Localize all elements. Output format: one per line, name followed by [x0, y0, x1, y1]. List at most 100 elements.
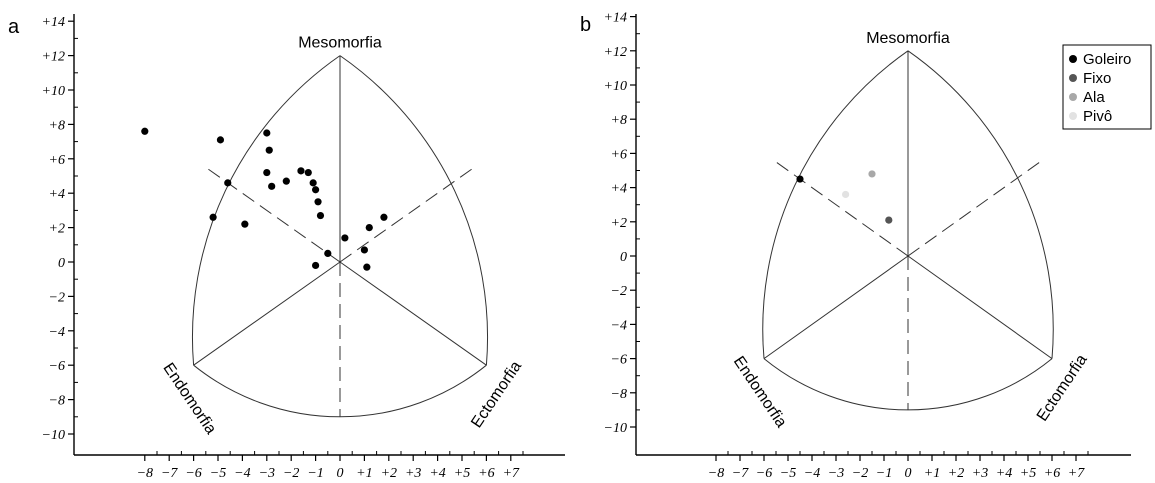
y-tick-label: −10 [604, 421, 627, 436]
data-point [324, 249, 332, 257]
dashed-right [339, 167, 474, 263]
y-tick-label: −8 [611, 387, 627, 402]
legend-swatch [1069, 55, 1077, 63]
arc-right [907, 50, 1054, 359]
x-tick-label: −1 [307, 466, 323, 481]
x-tick-label: +3 [405, 466, 421, 481]
x-tick-label: −8 [137, 466, 153, 481]
x-tick-label: +2 [948, 466, 964, 481]
legend-swatch [1069, 74, 1077, 82]
y-tick-label: −8 [49, 394, 65, 409]
dashed-right [907, 161, 1042, 257]
data-point-fixo [885, 216, 893, 224]
data-point [263, 129, 271, 137]
data-point [304, 168, 312, 177]
data-point-goleiro [796, 175, 804, 183]
spoke-right [907, 255, 1053, 360]
data-point-ala [868, 170, 876, 178]
panel-a: a +14+12+10+8+6+4+20−2−4−6−8−10−8 −7 −6 −5 −4… [8, 14, 565, 481]
x-tick-label: −2 [283, 466, 299, 481]
y-tick-label: +10 [604, 79, 627, 94]
y-tick-label: 0 [620, 250, 627, 265]
x-tick-label: −4 [234, 466, 250, 481]
vertex-label-mesomorfia: Mesomorfia [298, 35, 382, 52]
y-tick-label: −2 [49, 290, 65, 305]
data-point-piv [842, 190, 850, 199]
legend-label-fixo: Fixo [1083, 70, 1111, 87]
panel-letter: a [8, 16, 20, 38]
x-tick-label: −6 [185, 466, 201, 481]
y-tick-label: +14 [42, 15, 65, 30]
data-point [209, 213, 217, 221]
y-tick-label: +14 [604, 11, 627, 26]
x-tick-label: +3 [972, 466, 988, 481]
legend-label-piv: Pivô [1083, 108, 1112, 125]
vertex-label-endomorfia: Endomorfia [159, 360, 219, 437]
y-tick-label: −4 [49, 325, 65, 340]
x-tick-label: −3 [259, 466, 275, 481]
x-tick-label: −6 [756, 466, 772, 481]
x-tick-label: +7 [503, 466, 520, 481]
data-point [216, 136, 225, 144]
x-tick-label: 0 [905, 466, 912, 481]
y-tick-label: +4 [49, 187, 65, 202]
y-tick-label: 0 [58, 256, 65, 271]
x-tick-label: +6 [478, 466, 494, 481]
data-point [312, 186, 320, 194]
vertex-label-endomorfia: Endomorfia [730, 353, 790, 430]
dashed-left [774, 161, 909, 257]
x-tick-label: +5 [454, 466, 470, 481]
data-point [341, 234, 349, 242]
x-tick-label: −8 [708, 466, 724, 481]
x-tick-label: −7 [732, 466, 749, 481]
spoke-right [339, 261, 487, 366]
arc-left [762, 50, 909, 359]
x-tick-label: −1 [876, 466, 892, 481]
y-tick-label: +8 [611, 113, 627, 128]
x-tick-label: +5 [1020, 466, 1036, 481]
data-point [363, 263, 371, 271]
data-point [241, 220, 249, 228]
arc-left [191, 55, 341, 366]
x-tick-label: −5 [780, 466, 796, 481]
x-tick-label: −7 [161, 466, 178, 481]
data-point [265, 146, 273, 154]
vertex-label-ectomorfia: Ectomorfia [468, 358, 525, 431]
x-tick-label: +2 [381, 466, 397, 481]
legend-label-goleiro: Goleiro [1083, 51, 1131, 68]
x-tick-label: −3 [828, 466, 844, 481]
panel-b: b +14+12+10+8+6+4+20−2−4−6−8−10−8 −7 −6 −5 −4… [580, 11, 1152, 481]
y-tick-label: −10 [42, 428, 65, 443]
data-point [360, 246, 368, 254]
y-tick-label: −4 [611, 318, 627, 333]
x-tick-label: +1 [356, 466, 372, 481]
data-point [312, 261, 320, 270]
y-tick-label: +6 [611, 147, 627, 162]
data-point [314, 198, 322, 206]
data-point [380, 213, 388, 221]
data-point [282, 177, 290, 185]
vertex-label-mesomorfia: Mesomorfia [866, 30, 950, 47]
legend-swatch [1069, 112, 1077, 120]
y-tick-label: +10 [42, 84, 65, 99]
y-tick-label: +4 [611, 182, 627, 197]
legend-swatch [1069, 93, 1077, 101]
y-tick-label: −6 [49, 359, 65, 374]
y-tick-label: −6 [611, 353, 627, 368]
vertex-label-ectomorfia: Ectomorfia [1034, 352, 1091, 425]
data-point [309, 179, 317, 187]
data-point [268, 182, 276, 190]
y-tick-label: +6 [49, 153, 65, 168]
arc-right [339, 55, 489, 366]
legend-label-ala: Ala [1083, 89, 1105, 106]
x-tick-label: 0 [337, 466, 344, 481]
panel-letter: b [580, 14, 591, 36]
y-tick-label: +12 [42, 50, 65, 65]
data-point [263, 168, 271, 177]
data-point [297, 167, 305, 175]
x-tick-label: −5 [210, 466, 226, 481]
x-tick-label: +1 [924, 466, 940, 481]
x-tick-label: +6 [1044, 466, 1060, 481]
spoke-left [763, 255, 909, 360]
